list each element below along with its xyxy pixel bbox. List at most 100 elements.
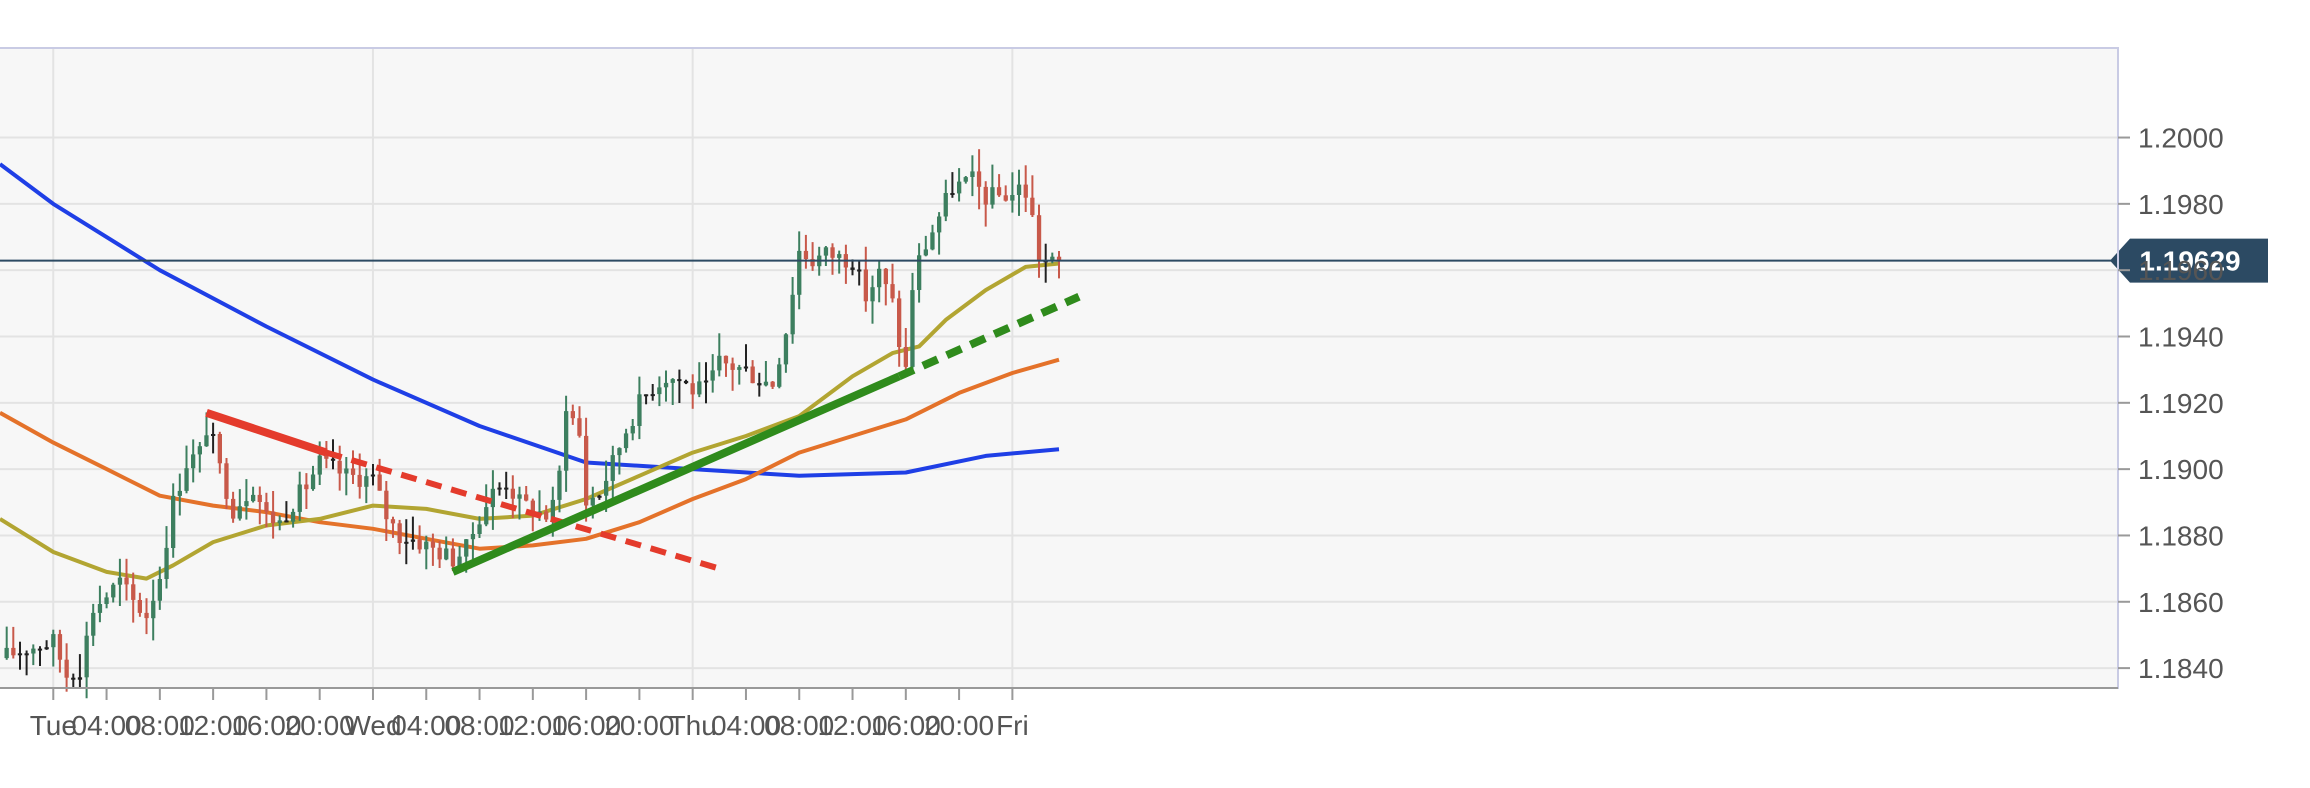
x-tick-label: 20:00: [924, 710, 994, 741]
candle-body: [237, 506, 242, 519]
candle-body: [24, 653, 29, 656]
candle-body: [211, 434, 216, 436]
candle-body: [823, 247, 829, 256]
candle-body: [917, 255, 922, 290]
candle-body: [204, 435, 209, 447]
candle-body: [437, 547, 442, 560]
x-tick-label: 16:00: [231, 710, 301, 741]
candle-body: [890, 284, 895, 299]
candle-body: [830, 247, 835, 258]
candle-body: [97, 604, 103, 613]
candle-body: [470, 534, 476, 540]
candle-body: [677, 379, 682, 382]
candle-body: [757, 383, 762, 386]
candle-body: [317, 455, 322, 475]
candle-body: [837, 254, 842, 258]
candle-body: [124, 577, 129, 585]
candle-body: [937, 216, 942, 233]
candle-body: [131, 584, 136, 600]
candle-body: [4, 647, 9, 659]
candle-body: [883, 268, 888, 285]
trendline-4: [897, 293, 1081, 380]
y-tick-label: 1.1840: [2138, 653, 2224, 684]
candle-body: [290, 511, 296, 522]
candle-body: [51, 634, 56, 648]
candle-body: [577, 418, 582, 436]
candle-body: [877, 268, 882, 288]
candle-body: [1030, 197, 1035, 216]
candle-body: [604, 480, 609, 496]
candle-body: [550, 499, 555, 520]
candle-body: [57, 634, 63, 660]
candle-body: [617, 448, 622, 456]
y-tick-label: 1.2000: [2138, 123, 2224, 154]
grid-lines: [0, 48, 2118, 688]
candle-body: [117, 577, 123, 585]
x-tick-label: 16:00: [551, 710, 621, 741]
candle-body: [444, 548, 449, 560]
candle-body: [430, 541, 436, 548]
candle-body: [330, 458, 336, 461]
x-tick-label: Wed: [344, 710, 401, 741]
y-tick-label: 1.1900: [2138, 454, 2224, 485]
candle-body: [111, 584, 116, 598]
candle-body: [643, 394, 649, 397]
y-tick-label: 1.1960: [2138, 255, 2224, 286]
candle-body: [1010, 195, 1015, 201]
candle-body: [763, 381, 769, 386]
candle-body: [464, 539, 469, 557]
candle-body: [177, 490, 182, 496]
candle-body: [910, 290, 915, 367]
candle-body: [424, 541, 429, 550]
x-tick-label: 16:00: [871, 710, 941, 741]
x-tick-label: 04:00: [391, 710, 461, 741]
current-price-label: 1.19629: [2139, 246, 2240, 277]
candle-body: [157, 579, 162, 601]
candle-body: [903, 347, 908, 367]
candle-body: [497, 487, 502, 490]
x-tick-label: 08:00: [764, 710, 834, 741]
candle-body: [104, 597, 109, 604]
candle-body: [737, 367, 742, 370]
candle-body: [723, 355, 729, 364]
candle-body: [277, 520, 282, 524]
candle-body: [517, 494, 522, 499]
candle-body: [950, 193, 955, 195]
current-price-badge: [2110, 238, 2268, 283]
candle-body: [304, 484, 309, 490]
candle-body: [484, 507, 489, 525]
candle-body: [171, 495, 176, 548]
candle-body: [983, 186, 988, 205]
candle-body: [850, 267, 855, 270]
y-tick-label: 1.1860: [2138, 587, 2224, 618]
candle-body: [350, 468, 356, 475]
x-tick-label: 04:00: [711, 710, 781, 741]
candle-body: [217, 434, 222, 464]
candle-body: [683, 380, 689, 384]
candle-body: [364, 476, 369, 487]
candle-body: [630, 426, 635, 434]
x-tick-label: Thu: [669, 710, 717, 741]
x-tick-label: 12:00: [817, 710, 887, 741]
candle-body: [231, 498, 236, 519]
candle-body: [450, 548, 456, 567]
candle-body: [31, 648, 36, 654]
candle-body: [184, 468, 189, 491]
candle-body: [17, 653, 23, 656]
candle-body: [1023, 184, 1028, 198]
candle-body: [264, 502, 269, 512]
candle-body: [930, 232, 935, 250]
candle-body: [1003, 195, 1008, 201]
y-tick-label: 1.1880: [2138, 521, 2224, 552]
candle-body: [710, 370, 715, 381]
candle-body: [1036, 215, 1042, 262]
candle-body: [337, 460, 342, 474]
candle-body: [251, 494, 256, 502]
moving-average-line-1: [0, 162, 1060, 478]
candle-body: [703, 380, 709, 383]
candle-body: [397, 523, 402, 543]
candle-body: [690, 383, 695, 395]
x-tick-label: 08:00: [444, 710, 514, 741]
current-price-marker: 1.19629: [0, 238, 2268, 283]
candle-body: [770, 381, 775, 387]
